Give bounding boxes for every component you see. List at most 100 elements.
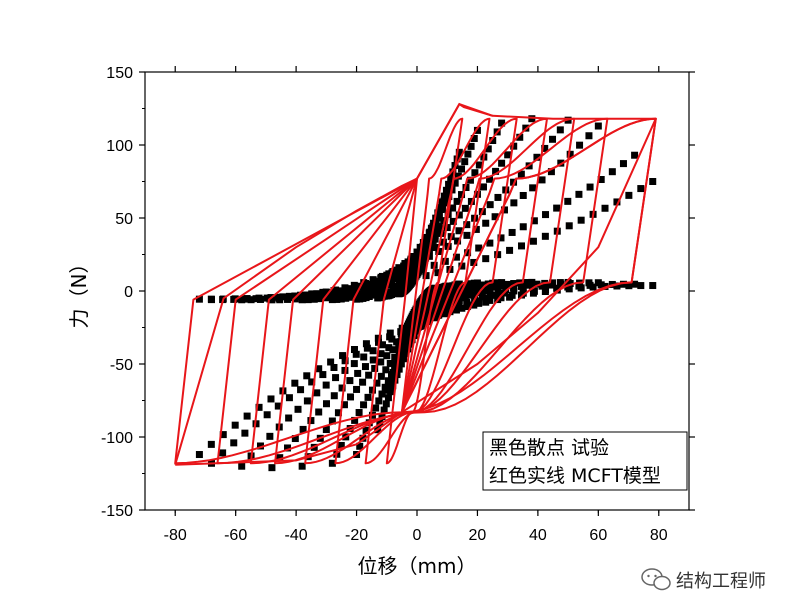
x-tick-label: -60 (224, 527, 247, 544)
watermark: 结构工程师 (641, 568, 766, 592)
test-point (530, 217, 538, 225)
test-point (453, 293, 461, 301)
test-point (597, 176, 605, 184)
test-point (473, 289, 481, 297)
test-point (510, 287, 518, 295)
test-point (291, 292, 299, 300)
test-point (294, 405, 302, 413)
test-point (577, 284, 585, 292)
test-point (230, 439, 238, 447)
test-point (473, 126, 481, 134)
test-point (443, 303, 451, 311)
test-point (461, 204, 469, 212)
test-point (377, 372, 385, 380)
test-point (285, 414, 293, 422)
test-point (391, 353, 399, 361)
test-point (391, 376, 399, 384)
test-point (454, 172, 462, 180)
test-point (519, 191, 527, 199)
test-point (238, 462, 246, 470)
test-point (360, 279, 368, 287)
test-point (464, 249, 472, 257)
test-point (369, 347, 377, 355)
x-tick-label: -20 (345, 527, 368, 544)
test-point (298, 462, 306, 470)
test-point (441, 310, 449, 318)
y-tick-label: 0 (124, 284, 133, 301)
test-point (637, 282, 645, 290)
series-mcft-model (174, 102, 657, 466)
test-point (498, 282, 506, 290)
test-point (486, 201, 494, 209)
test-point (279, 293, 287, 301)
test-point (327, 289, 335, 297)
test-point (486, 296, 494, 304)
test-point (504, 151, 512, 159)
test-point (462, 288, 470, 296)
test-point (243, 295, 251, 303)
test-point (482, 255, 490, 263)
test-point (449, 295, 457, 303)
test-point (382, 366, 390, 374)
test-point (461, 294, 469, 302)
test-point (467, 291, 475, 299)
test-point (360, 289, 368, 297)
test-point (360, 401, 368, 409)
test-point (297, 386, 305, 394)
test-point (440, 192, 448, 200)
test-point (355, 291, 363, 299)
test-point (378, 412, 386, 420)
test-point (356, 442, 364, 450)
test-point (444, 298, 452, 306)
test-point (386, 279, 394, 287)
test-point (424, 249, 432, 257)
test-point (350, 360, 358, 368)
x-axis-title: 位移（mm） (358, 554, 477, 578)
test-point (267, 395, 275, 403)
test-point (327, 358, 335, 366)
test-point (528, 115, 536, 123)
test-point (426, 228, 434, 236)
test-point (492, 167, 500, 175)
test-point (565, 222, 573, 230)
test-point (350, 345, 358, 353)
test-point (315, 290, 323, 298)
legend-entry-test: 黑色散点 试验 (489, 437, 609, 459)
test-point (518, 242, 526, 250)
legend-entry-model: 红色实线 MCFT模型 (489, 465, 661, 487)
test-point (475, 299, 483, 307)
test-point (377, 350, 385, 358)
legend-box (482, 431, 688, 491)
test-point (384, 377, 392, 385)
test-point (241, 429, 249, 437)
test-point (529, 184, 537, 192)
test-point (435, 211, 443, 219)
test-point (613, 282, 621, 290)
x-tick-label: 40 (529, 527, 547, 544)
test-point (340, 401, 348, 409)
test-point (625, 191, 633, 199)
test-point (303, 291, 311, 299)
test-point (407, 261, 415, 269)
test-point (346, 425, 354, 433)
test-point (313, 389, 321, 397)
test-point (470, 258, 478, 266)
test-point (389, 382, 397, 390)
test-point (371, 364, 379, 372)
test-point (442, 186, 450, 194)
test-point (471, 284, 479, 292)
test-point (397, 265, 405, 273)
test-point (479, 287, 487, 295)
test-point (365, 371, 373, 379)
test-point (382, 276, 390, 284)
y-tick-label: -150 (101, 503, 133, 520)
test-point (631, 151, 639, 159)
test-point (359, 378, 367, 386)
test-point (410, 274, 418, 282)
test-point (319, 371, 327, 379)
test-point (328, 417, 336, 425)
test-point (533, 280, 541, 288)
test-point (541, 144, 549, 152)
test-point (372, 404, 380, 412)
test-point (339, 352, 347, 360)
